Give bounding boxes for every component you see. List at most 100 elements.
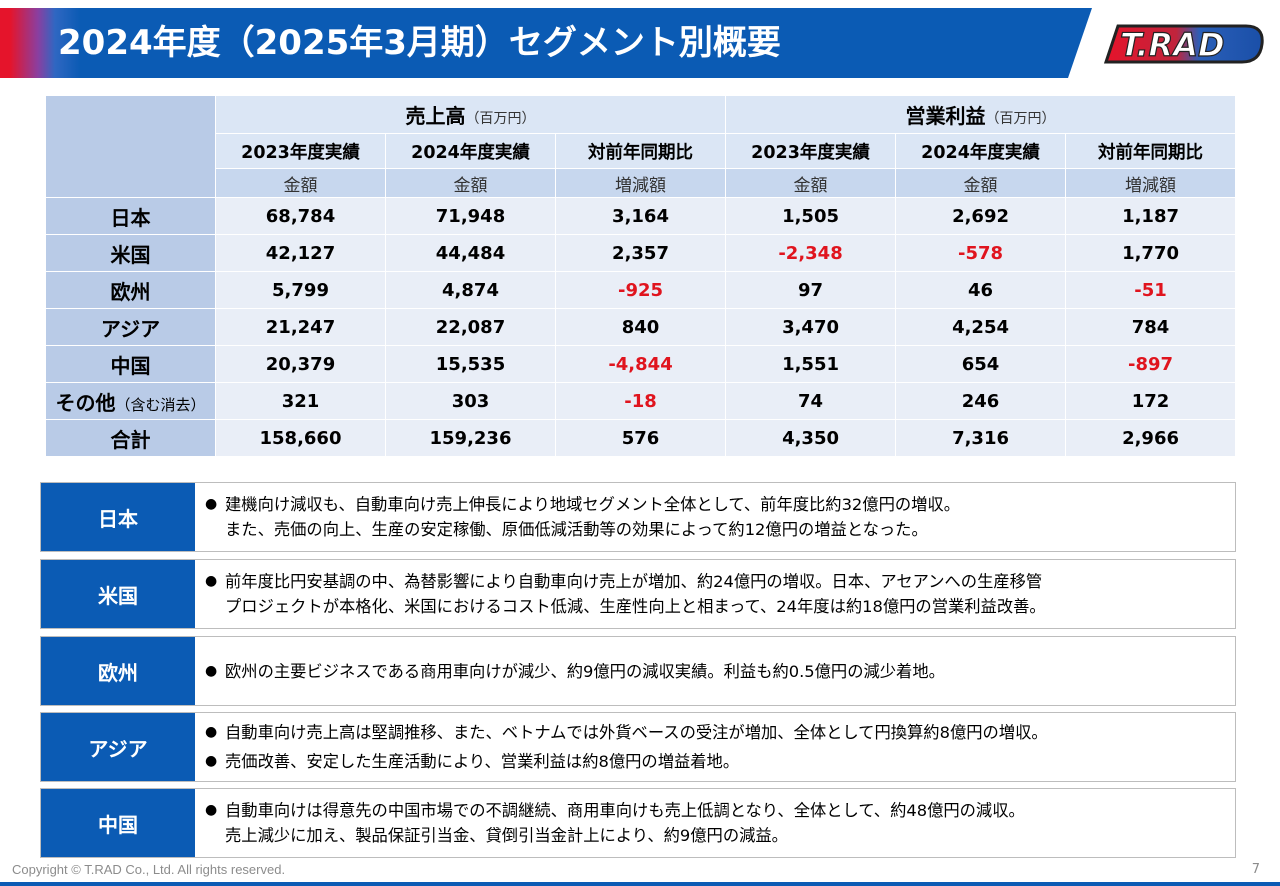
bullet-line: 前年度比円安基調の中、為替影響により自動車向け売上が増加、約24億円の増収。日本…	[225, 572, 1043, 591]
table-cell: 784	[1065, 308, 1237, 346]
sales-unit: （百万円）	[465, 111, 536, 127]
title-banner	[0, 8, 1092, 78]
bullet-line: プロジェクトが本格化、米国におけるコスト低減、生産性向上と相まって、24年度は約…	[225, 597, 1046, 616]
table-cell: 2,692	[895, 197, 1067, 235]
table-cell: -2,348	[725, 234, 897, 272]
bullet-line: また、売価の向上、生産の安定稼働、原価低減活動等の効果によって約12億円の増益と…	[225, 520, 928, 539]
page-number: 7	[1251, 862, 1260, 877]
table-cell: 22,087	[385, 308, 556, 346]
bullet-dot-icon: ●	[205, 753, 218, 769]
table-row: 欧州 5,799 4,874 -925 97 46 -51	[45, 271, 1237, 309]
table-row: 合計 158,660 159,236 576 4,350 7,316 2,966	[45, 419, 1237, 457]
table-cell: 68,784	[215, 197, 386, 235]
table-cell: 4,254	[895, 308, 1067, 346]
table-cell: -925	[554, 271, 727, 309]
bullet-item: ● 前年度比円安基調の中、為替影響により自動車向け売上が増加、約24億円の増収。日…	[205, 569, 1229, 619]
table-cell: 2,966	[1065, 419, 1237, 457]
table-cell: 576	[554, 419, 727, 457]
row-label: 日本	[45, 197, 216, 235]
logo-text: T.RAD	[1120, 26, 1225, 64]
bullet-line: 売上減少に加え、製品保証引当金、貸倒引当金計上により、約9億円の減益。	[225, 826, 788, 845]
bullet-dot-icon: ●	[205, 496, 218, 512]
bullet-text: 売価改善、安定した生産活動により、営業利益は約8億円の増益着地。	[225, 749, 739, 774]
table-cell: 46	[895, 271, 1067, 309]
segment-comment-box: 米国 ● 前年度比円安基調の中、為替影響により自動車向け売上が増加、約24億円の増収…	[40, 559, 1236, 629]
table-cell: 321	[215, 382, 386, 420]
profit-header: 営業利益（百万円）	[725, 95, 1237, 134]
sub-sales-2024: 金額	[385, 168, 556, 198]
table-cell: 15,535	[385, 345, 556, 383]
bullet-line: 売価改善、安定した生産活動により、営業利益は約8億円の増益着地。	[225, 752, 740, 771]
table-cell: 4,350	[725, 419, 897, 457]
table-cell: 3,164	[554, 197, 727, 235]
bullet-dot-icon: ●	[205, 573, 218, 589]
table-cell: 4,874	[385, 271, 556, 309]
page-title: 2024年度（2025年3月期）セグメント別概要	[58, 23, 781, 63]
table-cell: 1,551	[725, 345, 897, 383]
trad-logo: T.RAD	[1103, 24, 1264, 65]
segment-label: 米国	[41, 560, 195, 628]
segment-comment-box: 中国 ● 自動車向けは得意先の中国市場での不調継続、商用車向けも売上低調となり、全体…	[40, 788, 1236, 858]
table-cell: 42,127	[215, 234, 386, 272]
bullet-line: 自動車向けは得意先の中国市場での不調継続、商用車向けも売上低調となり、全体として…	[225, 801, 1025, 820]
segment-comment: ● 欧州の主要ビジネスである商用車向けが減少、約9億円の減収実績。利益も約0.5億…	[205, 637, 1229, 705]
bullet-line: 欧州の主要ビジネスである商用車向けが減少、約9億円の減収実績。利益も約0.5億円…	[225, 661, 945, 681]
table-cell: -897	[1065, 345, 1237, 383]
table-cell: 7,316	[895, 419, 1067, 457]
table-cell: 74	[725, 382, 897, 420]
table-cell: 2,357	[554, 234, 727, 272]
row-label: 中国	[45, 345, 216, 383]
table-row: 中国 20,379 15,535 -4,844 1,551 654 -897	[45, 345, 1237, 383]
col-profit-yoy: 対前年同期比	[1065, 133, 1237, 169]
table-row: その他（含む消去） 321 303 -18 74 246 172	[45, 382, 1237, 420]
segment-comment: ● 建機向け減収も、自動車向け売上伸長により地域セグメント全体として、前年度比約3…	[205, 483, 1229, 551]
bullet-item: ● 自動車向けは得意先の中国市場での不調継続、商用車向けも売上低調となり、全体とし…	[205, 798, 1229, 848]
row-label: 米国	[45, 234, 216, 272]
table-cell: 159,236	[385, 419, 556, 457]
bullet-text: 自動車向け売上高は堅調推移、また、ベトナムでは外貨ベースの受注が増加、全体として…	[225, 720, 1048, 745]
row-label: その他（含む消去）	[45, 382, 216, 420]
row-label: 合計	[45, 419, 216, 457]
table-cell: 5,799	[215, 271, 386, 309]
bullet-text: 自動車向けは得意先の中国市場での不調継続、商用車向けも売上低調となり、全体として…	[225, 798, 1025, 848]
table-row: 米国 42,127 44,484 2,357 -2,348 -578 1,770	[45, 234, 1237, 272]
table-cell: 21,247	[215, 308, 386, 346]
segment-label: 中国	[41, 789, 195, 857]
bullet-dot-icon: ●	[205, 724, 218, 740]
table-cell: -4,844	[554, 345, 727, 383]
row-label-note: （含む消去）	[115, 395, 206, 414]
table-cell: 172	[1065, 382, 1237, 420]
col-sales-2024: 2024年度実績	[385, 133, 556, 169]
table-cell: 158,660	[215, 419, 386, 457]
table-cell: 97	[725, 271, 897, 309]
table-cell: 303	[385, 382, 556, 420]
segment-comment: ● 自動車向けは得意先の中国市場での不調継続、商用車向けも売上低調となり、全体とし…	[205, 789, 1229, 857]
copyright: Copyright © T.RAD Co., Ltd. All rights r…	[12, 862, 286, 877]
table-cell: 1,770	[1065, 234, 1237, 272]
table-cell: -51	[1065, 271, 1237, 309]
sub-profit-2024: 金額	[895, 168, 1067, 198]
bottom-rule	[0, 882, 1280, 886]
segment-label: アジア	[41, 713, 195, 781]
sub-sales-2023: 金額	[215, 168, 386, 198]
bullet-dot-icon: ●	[205, 662, 218, 679]
table-cell: 1,505	[725, 197, 897, 235]
table-cell: 71,948	[385, 197, 556, 235]
segment-summary-table: 売上高（百万円） 営業利益（百万円） 2023年度実績 2024年度実績 対前年…	[45, 95, 1237, 457]
table-cell: 3,470	[725, 308, 897, 346]
segment-comment: ● 自動車向け売上高は堅調推移、また、ベトナムでは外貨ベースの受注が増加、全体とし…	[205, 713, 1229, 781]
segment-comment-box: 日本 ● 建機向け減収も、自動車向け売上伸長により地域セグメント全体として、前年度比…	[40, 482, 1236, 552]
table-cell: 246	[895, 382, 1067, 420]
segment-comment-box: アジア ● 自動車向け売上高は堅調推移、また、ベトナムでは外貨ベースの受注が増加、全…	[40, 712, 1236, 782]
table-cell: 840	[554, 308, 727, 346]
sub-profit-2023: 金額	[725, 168, 897, 198]
segment-label: 日本	[41, 483, 195, 551]
bullet-line: 建機向け減収も、自動車向け売上伸長により地域セグメント全体として、前年度比約32…	[225, 495, 960, 514]
table-cell: -18	[554, 382, 727, 420]
table-cell: 654	[895, 345, 1067, 383]
row-label: アジア	[45, 308, 216, 346]
col-profit-2024: 2024年度実績	[895, 133, 1067, 169]
table-cell: 44,484	[385, 234, 556, 272]
segment-comment-box: 欧州 ● 欧州の主要ビジネスである商用車向けが減少、約9億円の減収実績。利益も約0.…	[40, 636, 1236, 706]
table-row: アジア 21,247 22,087 840 3,470 4,254 784	[45, 308, 1237, 346]
